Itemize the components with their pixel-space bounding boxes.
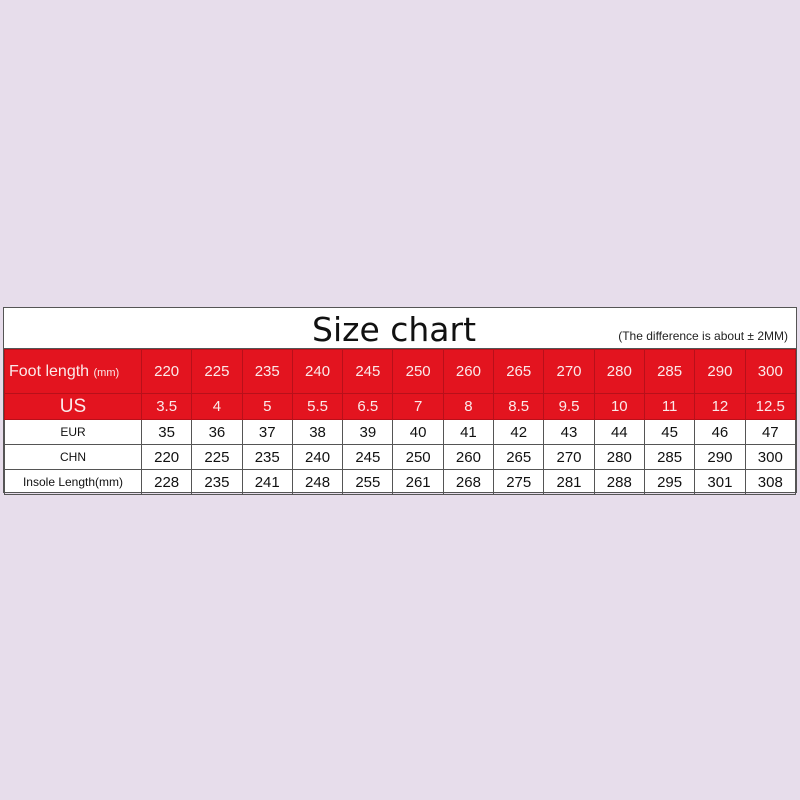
size-row: CHN 220 225 235 240 245 250 260 265 270 280 285 290 3… [4,444,797,470]
size-cell: 240 [291,444,344,470]
size-cell: 280 [593,349,645,394]
size-cell: 300 [744,349,797,394]
size-cell: 6.5 [342,393,394,420]
size-cell: 235 [191,469,243,495]
size-table: Foot length (mm) 220 225 235 240 245 250 260 265… [4,349,797,495]
row-label: US [4,393,142,420]
row-label: Insole Length(mm) [4,469,142,495]
size-cell: 285 [643,349,696,394]
tolerance-note: (The difference is about ± 2MM) [618,329,788,343]
size-cell: 290 [694,444,746,470]
size-cell: 300 [744,444,797,470]
size-cell: 255 [342,469,394,495]
size-cell: 45 [643,419,696,445]
row-label-text: CHN [60,450,86,464]
size-cell: 220 [140,349,193,394]
row-label-text: US [59,395,87,417]
size-cell: 250 [392,444,444,470]
size-cell: 288 [593,469,645,495]
size-row: US 3.5 4 5 5.5 6.5 7 8 8.5 9.5 10 11 12 12.5 [4,393,797,420]
size-cell: 40 [392,419,444,445]
size-cell: 275 [493,469,545,495]
size-cell: 260 [442,444,495,470]
size-cell: 270 [543,444,595,470]
size-cell: 235 [241,349,293,394]
size-cell: 41 [442,419,495,445]
size-cell: 42 [493,419,545,445]
size-cell: 5 [241,393,293,420]
size-cell: 220 [140,444,193,470]
size-cell: 245 [342,349,394,394]
row-label-text: EUR [60,425,86,439]
size-cell: 8.5 [493,393,545,420]
chart-title: Size chart [312,310,477,349]
size-cell: 241 [241,469,293,495]
row-label: Foot length (mm) [4,349,142,394]
size-cell: 261 [392,469,444,495]
size-cell: 35 [140,419,193,445]
size-cell: 295 [643,469,696,495]
size-cell: 3.5 [140,393,193,420]
row-label: EUR [4,419,142,445]
size-cell: 250 [392,349,444,394]
size-cell: 37 [241,419,293,445]
size-cell: 9.5 [543,393,595,420]
size-cell: 268 [442,469,495,495]
size-cell: 280 [593,444,645,470]
size-cell: 260 [442,349,495,394]
size-cell: 225 [191,444,243,470]
size-row: EUR 35 36 37 38 39 40 41 42 43 44 45 46 47 [4,419,797,445]
size-cell: 308 [744,469,797,495]
size-cell: 240 [291,349,344,394]
size-cell: 12 [694,393,746,420]
size-cell: 285 [643,444,696,470]
size-cell: 12.5 [744,393,797,420]
size-cell: 228 [140,469,193,495]
size-cell: 235 [241,444,293,470]
size-cell: 46 [694,419,746,445]
size-cell: 248 [291,469,344,495]
size-cell: 265 [493,349,545,394]
row-label-text: Foot length [9,362,90,380]
size-cell: 270 [543,349,595,394]
size-cell: 39 [342,419,394,445]
size-cell: 290 [694,349,746,394]
size-cell: 43 [543,419,595,445]
size-cell: 38 [291,419,344,445]
size-cell: 8 [442,393,495,420]
size-cell: 11 [643,393,696,420]
size-chart: Size chart (The difference is about ± 2M… [3,307,797,495]
size-cell: 225 [191,349,243,394]
size-cell: 36 [191,419,243,445]
size-row: Foot length (mm) 220 225 235 240 245 250 260 265… [4,349,797,394]
size-cell: 301 [694,469,746,495]
size-cell: 245 [342,444,394,470]
title-row: Size chart (The difference is about ± 2M… [4,308,796,349]
size-row: Insole Length(mm) 228 235 241 248 255 261 268 27… [4,469,797,495]
size-cell: 44 [593,419,645,445]
size-cell: 281 [543,469,595,495]
size-cell: 47 [744,419,797,445]
size-cell: 5.5 [291,393,344,420]
size-cell: 265 [493,444,545,470]
row-label-text: Insole Length(mm) [22,475,124,489]
size-cell: 10 [593,393,645,420]
size-cell: 7 [392,393,444,420]
row-label: CHN [4,444,142,470]
row-unit: (mm) [93,366,120,379]
size-cell: 4 [191,393,243,420]
